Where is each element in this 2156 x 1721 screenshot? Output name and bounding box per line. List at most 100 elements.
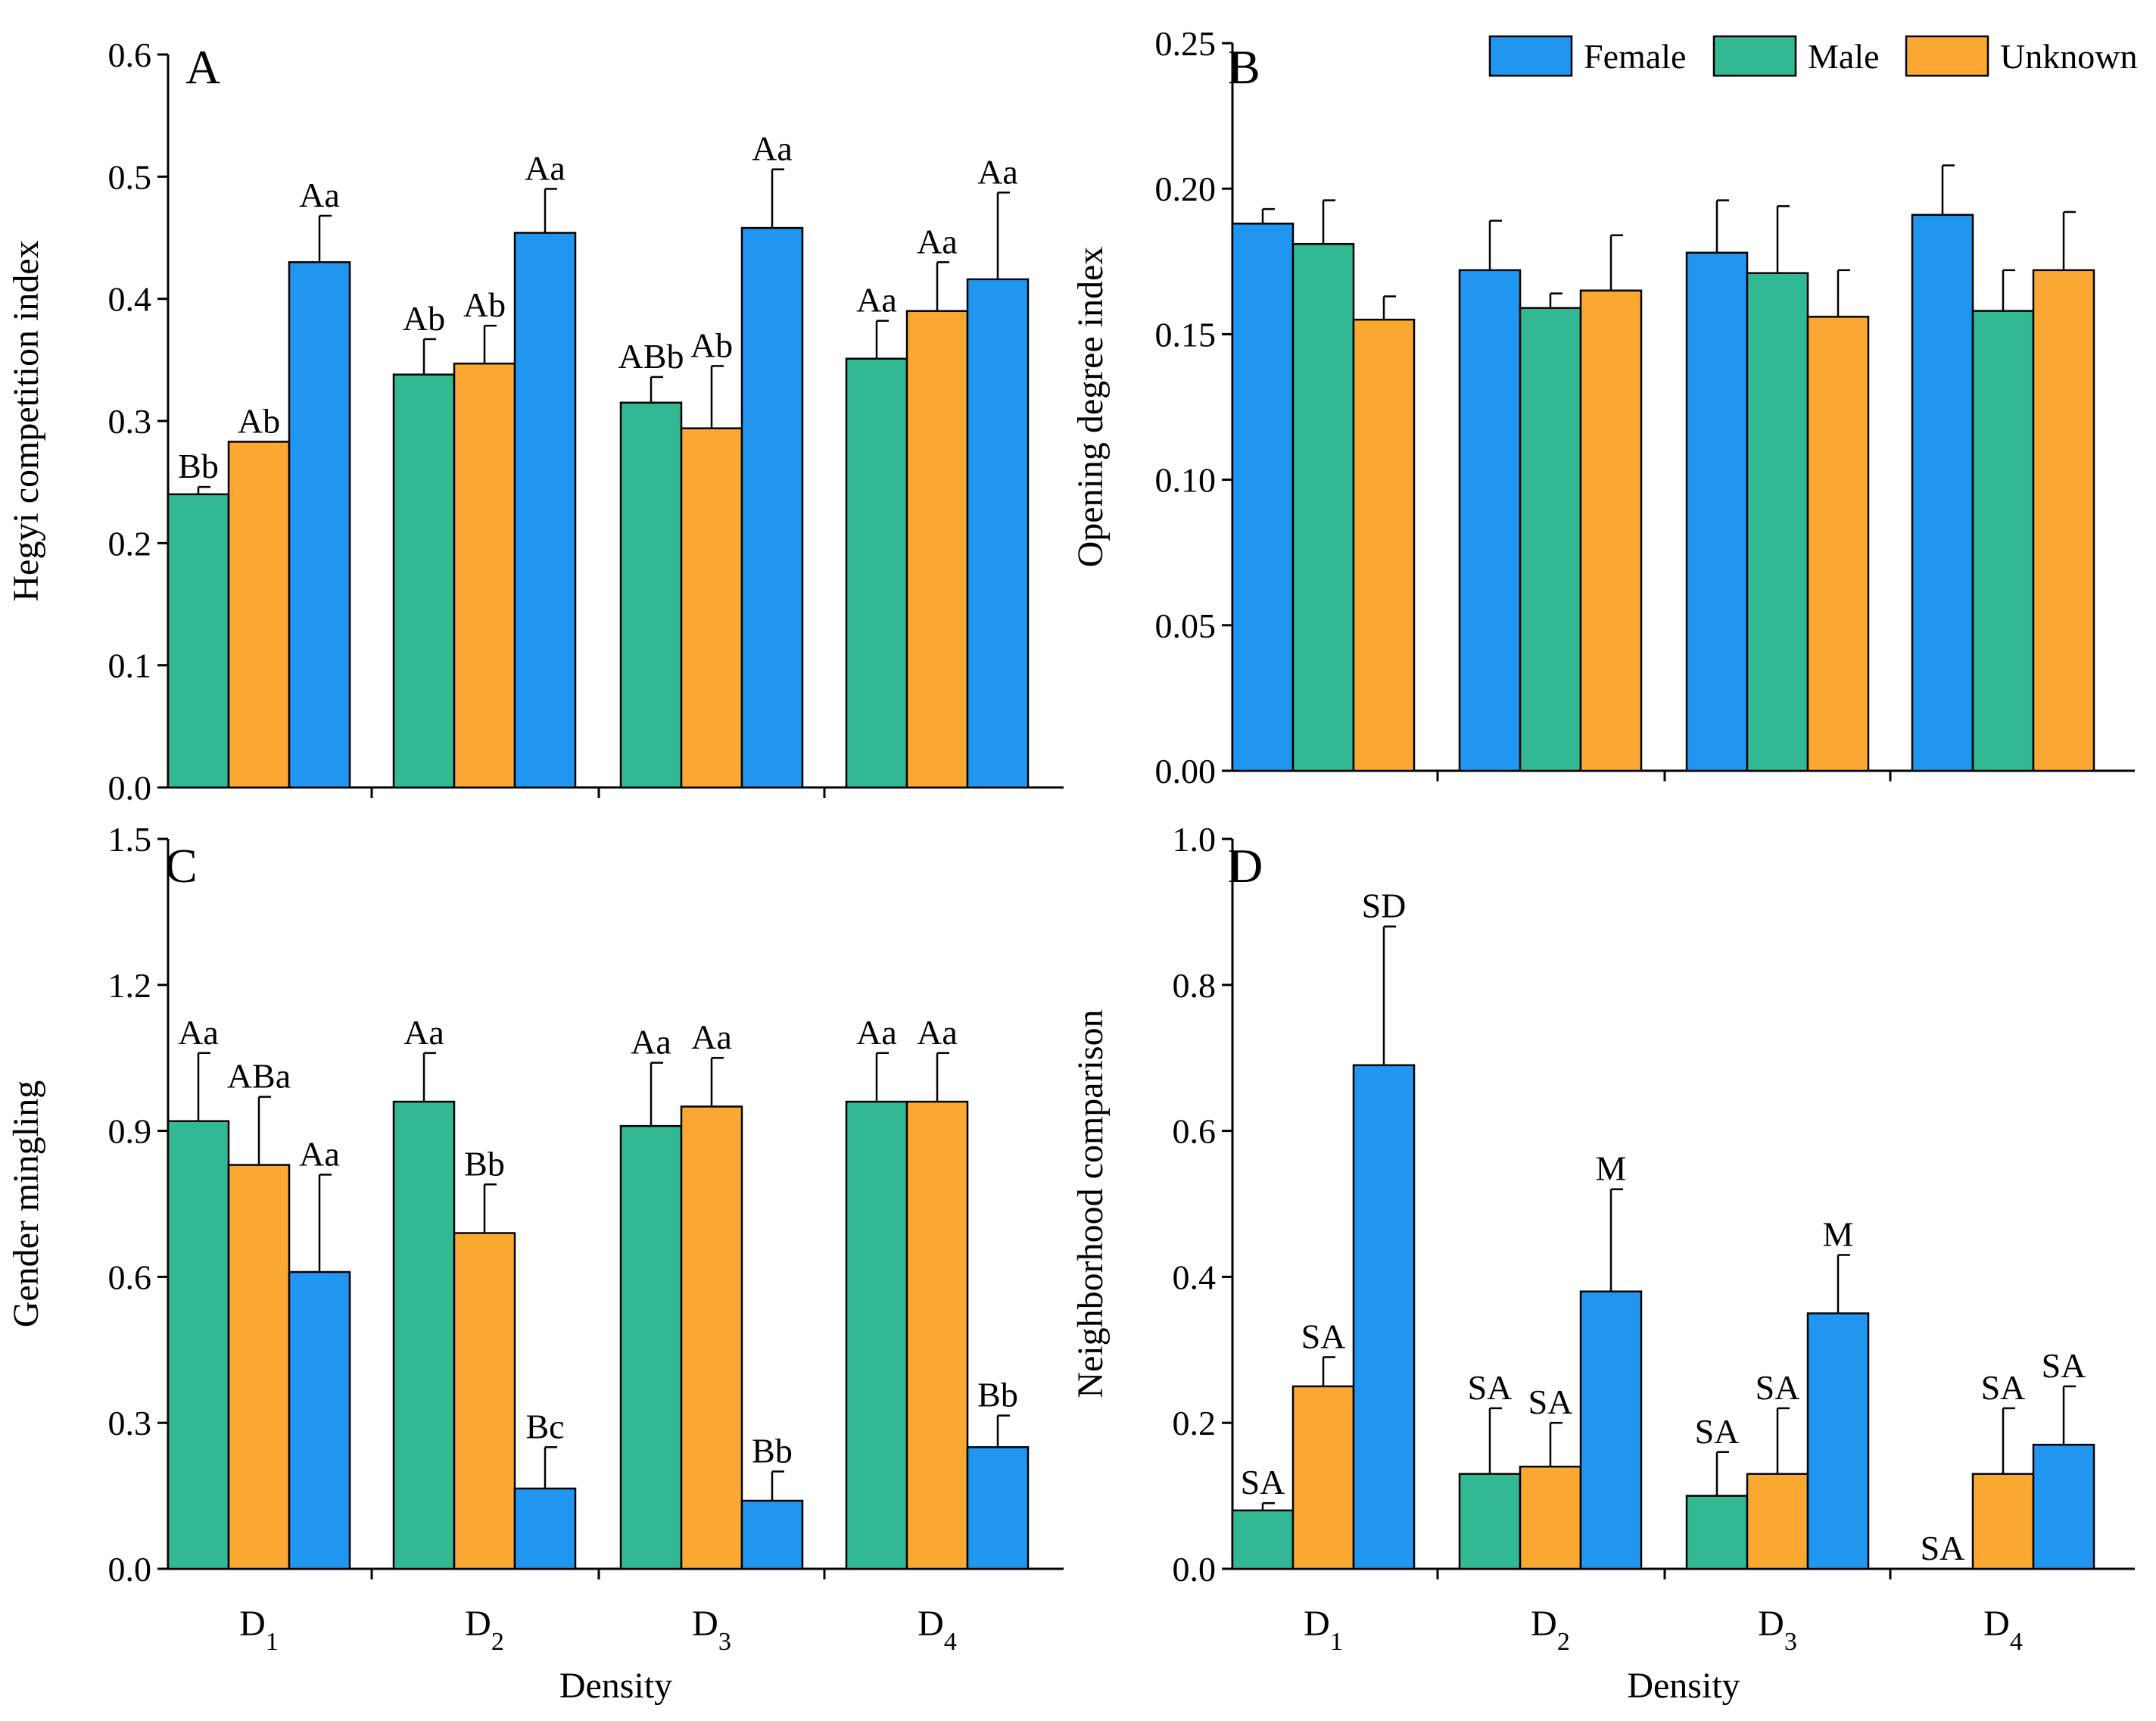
panel-letter: D [1228, 839, 1263, 893]
x-axis-title: Density [1627, 1666, 1740, 1706]
bar-female [513, 1487, 577, 1570]
significance-label: Ab [403, 299, 445, 338]
x-tick-label: D4 [918, 1604, 957, 1656]
significance-label: Aa [691, 1018, 732, 1056]
significance-label: SA [1921, 1529, 1965, 1567]
bar-female [740, 1499, 804, 1570]
y-tick-label: 0.6 [1173, 1112, 1217, 1151]
x-tick-label: D4 [1983, 1604, 2023, 1656]
bar-male [167, 1120, 230, 1570]
bar-male [1291, 242, 1355, 772]
panel-b: 0.00 0.05 0.10 0.15 0.20 0.25 Opening degree i… [1070, 24, 2137, 790]
bar-male [1685, 1495, 1749, 1570]
x-tick-label: D1 [1304, 1604, 1343, 1656]
panel-letter: A [185, 40, 220, 94]
y-tick-label: 1.2 [108, 966, 152, 1005]
significance-label: M [1823, 1214, 1854, 1253]
bar-male [392, 1100, 456, 1570]
significance-label: Ab [463, 285, 506, 324]
y-tick-label: 0.00 [1155, 752, 1217, 790]
significance-label: SA [1981, 1368, 2026, 1407]
significance-label: Aa [917, 1013, 958, 1052]
legend-label-female: Female [1584, 37, 1686, 76]
bar-female [1579, 1290, 1643, 1570]
significance-label: Aa [917, 222, 958, 260]
panel-c: 0.0 0.3 0.6 0.9 1.2 1.5 Gender mingling C D1 D2 D3… [6, 820, 1064, 1706]
significance-label: Aa [299, 1134, 340, 1173]
bar-male [619, 1124, 683, 1570]
significance-label: Bb [977, 1376, 1018, 1414]
significance-label: SA [2042, 1346, 2086, 1385]
y-tick-label: 0.6 [108, 36, 152, 74]
significance-label: SA [1756, 1368, 1800, 1407]
bar-unknown [2032, 269, 2095, 772]
bar-male [1231, 1509, 1295, 1570]
y-tick-label: 0.05 [1155, 606, 1217, 645]
bar-unknown [680, 427, 743, 789]
y-tick-label: 0.15 [1155, 315, 1217, 354]
significance-label: Aa [631, 1023, 671, 1062]
significance-label: Aa [856, 1013, 897, 1052]
x-tick-label: D3 [1758, 1604, 1797, 1656]
bar-unknown [453, 362, 516, 789]
bar-unknown [227, 1164, 291, 1570]
y-tick-label: 0.0 [108, 1550, 152, 1588]
bar-male [845, 357, 908, 789]
legend-swatch-male [1712, 35, 1797, 77]
significance-label: Aa [178, 1013, 219, 1052]
bar-unknown [905, 1100, 969, 1570]
y-tick-label: 0.25 [1155, 24, 1217, 63]
bar-female [966, 1446, 1030, 1570]
y-tick-label: 0.2 [108, 524, 152, 563]
y-tick-label: 0.0 [108, 769, 152, 807]
significance-label: SA [1695, 1412, 1740, 1451]
legend-label-male: Male [1808, 37, 1880, 76]
significance-label: Bb [752, 1431, 793, 1470]
significance-label: SA [1241, 1463, 1285, 1501]
y-tick-label: 0.6 [108, 1258, 152, 1296]
significance-label: Bb [178, 447, 219, 485]
bar-unknown [1291, 1385, 1355, 1570]
significance-label: ABa [227, 1057, 291, 1096]
significance-label: Bb [464, 1144, 505, 1183]
bar-male [1519, 307, 1582, 772]
bar-male [167, 493, 230, 789]
legend-swatch-female [1488, 35, 1573, 77]
bar-male [845, 1100, 908, 1570]
x-tick-label: D3 [692, 1604, 731, 1656]
y-axis-title: Hegyi competition index [6, 240, 46, 601]
y-tick-label: 0.1 [108, 647, 152, 685]
significance-label: SA [1301, 1317, 1346, 1355]
bar-male [1971, 310, 2035, 772]
panel-letter: B [1228, 40, 1260, 94]
bar-unknown [1971, 1473, 2035, 1570]
bar-female [1806, 1312, 1870, 1570]
y-tick-label: 0.0 [1173, 1550, 1217, 1588]
bar-unknown [905, 310, 969, 789]
y-tick-label: 0.8 [1173, 966, 1217, 1005]
y-tick-label: 0.3 [108, 402, 152, 441]
bar-unknown [1806, 316, 1870, 772]
bar-unknown [227, 441, 291, 789]
y-tick-label: 0.4 [108, 280, 152, 319]
bar-male [392, 373, 456, 789]
significance-label: SD [1362, 887, 1407, 925]
bar-female [2032, 1443, 2095, 1570]
significance-label: Ab [690, 326, 733, 364]
significance-label: SA [1528, 1383, 1573, 1421]
bar-female [1352, 1064, 1416, 1570]
bar-male [619, 401, 683, 789]
y-tick-label: 1.5 [108, 820, 152, 859]
legend-label-unknown: Unknown [2000, 37, 2137, 76]
bar-female [513, 232, 577, 789]
legend-swatch-unknown [1905, 35, 1989, 77]
y-tick-label: 0.20 [1155, 170, 1217, 208]
bar-unknown [1746, 1473, 1809, 1570]
x-tick-label: D2 [465, 1604, 504, 1656]
y-axis-title: Neighborhood comparison [1070, 1009, 1111, 1398]
significance-label: ABb [618, 337, 684, 376]
significance-label: Aa [299, 176, 340, 214]
bar-female [1685, 251, 1749, 772]
bar-male [1458, 1473, 1522, 1570]
